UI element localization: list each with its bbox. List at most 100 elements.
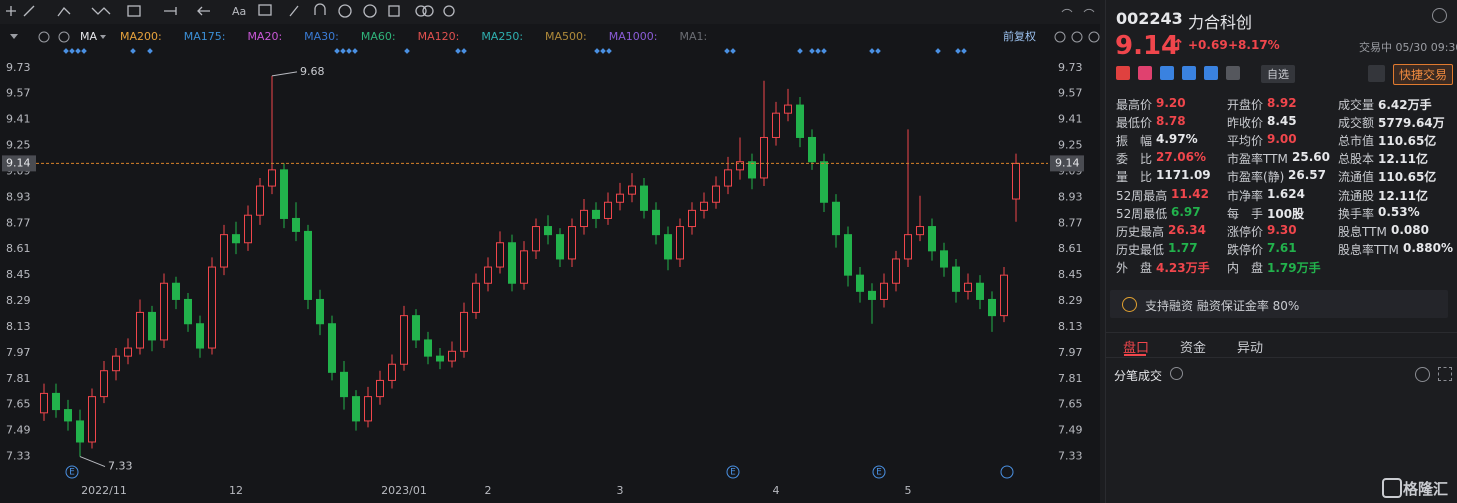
candle-body bbox=[856, 274, 864, 292]
last-price-label: 9.14 bbox=[6, 156, 31, 169]
y-tick-label: 9.73 bbox=[1058, 61, 1083, 74]
stat-value: 9.00 bbox=[1267, 132, 1297, 147]
stat-label: 52周最高 bbox=[1116, 188, 1168, 203]
candle-body bbox=[928, 226, 936, 252]
candle-body bbox=[496, 242, 504, 268]
signal-marker bbox=[961, 48, 967, 54]
stat-label: 历史最高 bbox=[1116, 224, 1165, 239]
close-icon[interactable] bbox=[58, 31, 70, 43]
stat-value: 1.77 bbox=[1168, 240, 1198, 255]
stat-value: 0.880% bbox=[1403, 240, 1453, 255]
alert-button[interactable] bbox=[1368, 65, 1385, 82]
candle-body bbox=[184, 298, 192, 325]
stat-value: 0.53% bbox=[1378, 204, 1420, 219]
event-marker bbox=[872, 465, 886, 479]
candle-body bbox=[988, 298, 996, 317]
tab[interactable]: 资金 bbox=[1180, 341, 1207, 356]
toolbar-undo[interactable] bbox=[1061, 8, 1095, 13]
candle-body bbox=[820, 161, 828, 203]
signal-marker bbox=[600, 48, 606, 54]
x-tick-label: 5 bbox=[905, 484, 912, 497]
price-change: +0.69 bbox=[1188, 38, 1228, 52]
y-tick-label: 8.45 bbox=[1058, 268, 1083, 281]
candle-body bbox=[364, 396, 372, 422]
stat-value: 12.11亿 bbox=[1378, 152, 1428, 167]
ma-legend: MA500: bbox=[545, 30, 587, 43]
y-tick-label: 9.41 bbox=[6, 113, 31, 126]
candle-body bbox=[892, 258, 900, 284]
candle-body bbox=[784, 104, 792, 114]
info-icon[interactable] bbox=[1170, 367, 1183, 380]
candle-body bbox=[112, 355, 120, 372]
candle-body bbox=[1012, 162, 1020, 200]
ma-dropdown[interactable] bbox=[100, 35, 106, 39]
candle-body bbox=[760, 136, 768, 179]
y-tick-label: 8.45 bbox=[6, 268, 31, 281]
tab[interactable]: 盘口 bbox=[1123, 341, 1150, 356]
candle-body bbox=[76, 420, 84, 443]
brand-name: 格隆汇 bbox=[1403, 480, 1449, 498]
y-tick-label: 8.93 bbox=[1058, 190, 1083, 203]
candle-body bbox=[712, 185, 720, 203]
stat-label: 每 手 bbox=[1227, 206, 1264, 221]
x-tick-label: 2022/11 bbox=[81, 484, 127, 497]
trade-status: 交易中 05/30 09:30 bbox=[1359, 41, 1457, 54]
ma-legend: MA175: bbox=[184, 30, 226, 43]
event-marker bbox=[65, 465, 79, 479]
tag-icons[interactable] bbox=[1116, 66, 1240, 80]
y-tick-label: 9.41 bbox=[1058, 113, 1083, 126]
ma-legend: MA250: bbox=[481, 30, 523, 43]
y-tick-label: 9.25 bbox=[6, 139, 31, 152]
margin-note: 支持融资 融资保证金率 80% bbox=[1145, 299, 1300, 313]
collapse-arrow[interactable] bbox=[10, 34, 18, 39]
stat-value: 8.78 bbox=[1156, 114, 1186, 129]
more-button[interactable] bbox=[1415, 367, 1430, 382]
candle-body bbox=[676, 226, 684, 260]
toolbar-text-tool[interactable]: Aa bbox=[232, 5, 246, 18]
price-change-pct: +8.17% bbox=[1228, 38, 1280, 52]
toolbar-icons[interactable] bbox=[6, 3, 455, 18]
stat-label: 成交量 bbox=[1338, 98, 1375, 112]
y-tick-label: 7.49 bbox=[1058, 424, 1083, 437]
chart-bg bbox=[0, 0, 1100, 503]
settings-button[interactable] bbox=[1432, 8, 1447, 23]
y-tick-label: 8.61 bbox=[1058, 242, 1083, 255]
ma-legend: MA1000: bbox=[609, 30, 658, 43]
zoom-buttons[interactable] bbox=[1054, 31, 1100, 43]
candle-body bbox=[328, 323, 336, 373]
last-price-box bbox=[1050, 155, 1084, 172]
candle-body bbox=[172, 282, 180, 300]
ma-selector[interactable]: MA bbox=[80, 30, 97, 43]
up-arrow: ↑ bbox=[1172, 36, 1185, 54]
stat-value: 27.06% bbox=[1156, 150, 1206, 165]
settings-icon[interactable] bbox=[38, 31, 50, 43]
chart-panel: Aa MA 前复权 MA200: MA175: MA20: MA30: MA60: MA1… bbox=[0, 0, 1100, 503]
candle-body bbox=[796, 104, 804, 138]
stat-value: 7.61 bbox=[1267, 240, 1297, 255]
watch-button[interactable]: 自选 bbox=[1261, 65, 1295, 83]
divider bbox=[1105, 0, 1106, 503]
candle-body bbox=[904, 234, 912, 260]
stat-value: 8.45 bbox=[1267, 114, 1297, 129]
stat-label: 外 盘 bbox=[1116, 260, 1153, 275]
stat-label: 流通股 bbox=[1338, 188, 1375, 203]
candle-body bbox=[484, 266, 492, 284]
ma-legend: MA60: bbox=[361, 30, 396, 43]
grid-button[interactable] bbox=[1438, 367, 1452, 381]
x-tick-label: 2023/01 bbox=[381, 484, 427, 497]
stat-value: 6.97 bbox=[1171, 204, 1201, 219]
y-tick-label: 9.57 bbox=[1058, 87, 1083, 100]
candle-body bbox=[352, 396, 360, 422]
stock-code: 002243 bbox=[1116, 9, 1183, 28]
stat-value: 100股 bbox=[1267, 206, 1305, 221]
stat-value: 11.42 bbox=[1171, 186, 1209, 201]
candle-body bbox=[808, 136, 816, 163]
signal-marker bbox=[869, 48, 875, 54]
adjust-mode[interactable]: 前复权 bbox=[1003, 29, 1036, 43]
y-tick-label: 8.29 bbox=[1058, 294, 1083, 307]
tab[interactable]: 异动 bbox=[1237, 341, 1264, 356]
candle-body bbox=[832, 201, 840, 236]
stock-name: 力合科创 bbox=[1188, 13, 1253, 32]
candle-body bbox=[964, 282, 972, 292]
quick-trade-button[interactable]: 快捷交易 bbox=[1393, 64, 1454, 85]
